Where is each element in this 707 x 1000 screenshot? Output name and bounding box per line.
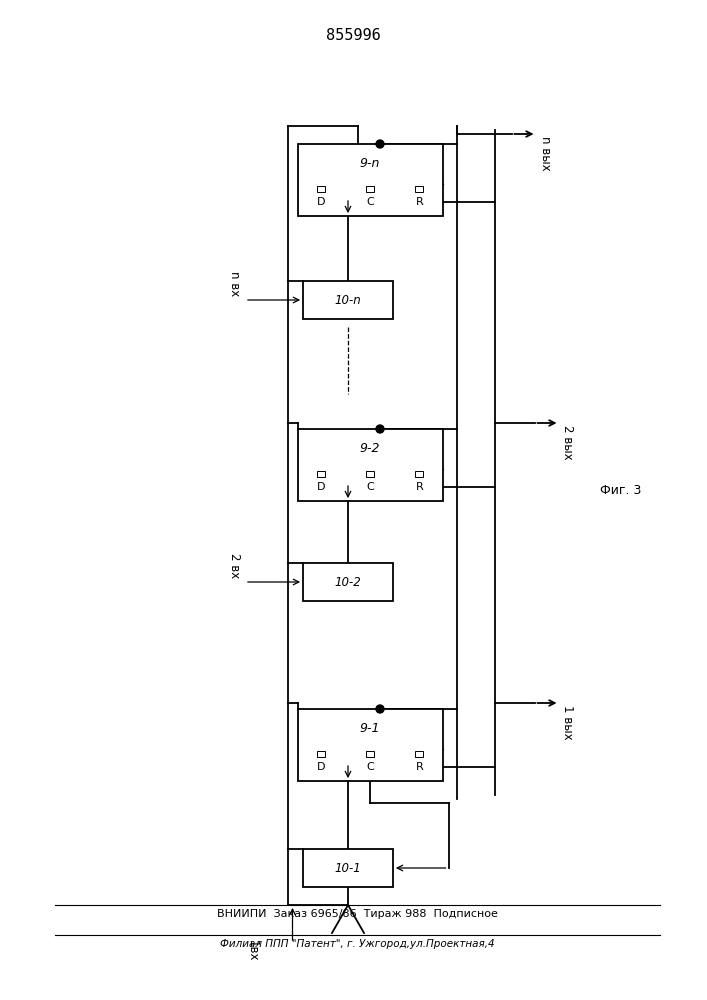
Circle shape xyxy=(376,425,384,433)
Bar xyxy=(298,144,443,216)
Text: 10-2: 10-2 xyxy=(334,576,361,588)
Text: Филиал ППП "Патент", г. Ужгород,ул.Проектная,4: Филиал ППП "Патент", г. Ужгород,ул.Проек… xyxy=(220,939,494,949)
Text: 855996: 855996 xyxy=(326,28,380,43)
Bar xyxy=(415,751,423,757)
Text: 9-1: 9-1 xyxy=(360,722,380,735)
Text: D: D xyxy=(317,762,325,772)
Text: 2 вых: 2 вых xyxy=(561,425,575,460)
Text: 10-1: 10-1 xyxy=(334,861,361,874)
Bar xyxy=(317,751,325,757)
Bar xyxy=(303,563,393,601)
Text: 2 вх: 2 вх xyxy=(228,553,241,578)
Text: 10-n: 10-n xyxy=(334,294,361,306)
Bar xyxy=(303,281,393,319)
Bar xyxy=(415,186,423,192)
Bar xyxy=(298,429,443,501)
Text: 1 вых: 1 вых xyxy=(561,705,575,740)
Text: 9-n: 9-n xyxy=(360,157,380,170)
Bar xyxy=(298,709,443,781)
Bar xyxy=(317,471,325,477)
Bar xyxy=(366,471,374,477)
Circle shape xyxy=(376,705,384,713)
Text: D: D xyxy=(317,197,325,207)
Text: n вых: n вых xyxy=(539,136,551,171)
Text: Фиг. 3: Фиг. 3 xyxy=(600,484,641,496)
Text: C: C xyxy=(366,762,374,772)
Text: R: R xyxy=(416,482,423,492)
Text: R: R xyxy=(416,197,423,207)
Circle shape xyxy=(376,140,384,148)
Text: 1вх: 1вх xyxy=(245,940,259,962)
Bar xyxy=(317,186,325,192)
Text: C: C xyxy=(366,197,374,207)
Text: D: D xyxy=(317,482,325,492)
Text: ВНИИПИ  Заказ 6965/86  Тираж 988  Подписное: ВНИИПИ Заказ 6965/86 Тираж 988 Подписное xyxy=(216,909,498,919)
Bar xyxy=(415,471,423,477)
Text: R: R xyxy=(416,762,423,772)
Bar xyxy=(303,849,393,887)
Bar xyxy=(366,751,374,757)
Text: n вх: n вх xyxy=(228,271,241,296)
Bar xyxy=(366,186,374,192)
Text: 9-2: 9-2 xyxy=(360,442,380,455)
Text: C: C xyxy=(366,482,374,492)
